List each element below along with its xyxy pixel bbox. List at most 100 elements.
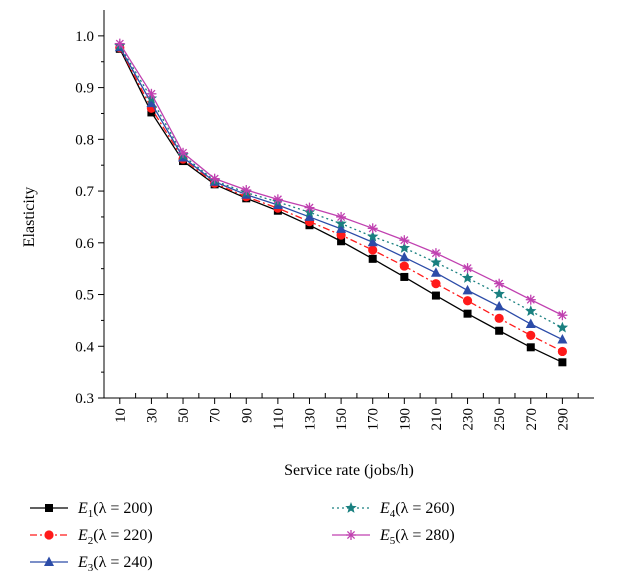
legend-label-main: E [77,554,88,571]
data-point [367,223,378,234]
x-tick-label: 190 [397,408,413,431]
data-point [337,237,346,246]
data-point [462,296,473,306]
data-point [368,254,377,263]
data-point [463,309,472,318]
x-tick-label: 250 [492,408,508,431]
x-tick-label: 10 [113,408,129,423]
x-tick-label: 70 [208,408,224,423]
y-tick-label: 0.3 [75,391,94,407]
data-point [430,248,441,259]
y-axis-label: Elasticity [21,187,38,247]
series-e3 [114,41,568,344]
data-point [461,271,474,283]
data-point [495,326,504,335]
data-point [430,256,442,268]
data-point [399,251,410,262]
data-point [462,263,473,274]
series-e5 [114,38,568,321]
legend-marker [345,502,357,513]
data-point [367,230,379,242]
legend-item-e4: E4(λ = 260) [332,500,455,520]
data-point [494,300,505,311]
x-tick-label: 50 [176,408,192,423]
data-point [368,245,378,255]
legend-label-sub: 3 [88,562,94,574]
data-point [336,223,347,233]
legend-label-main: E [379,500,390,517]
legend-label-sub: 5 [390,535,396,547]
legend-label-rest: (λ = 260) [395,500,454,517]
series-line [119,45,563,329]
data-point [525,305,537,316]
legend-marker [346,530,356,540]
data-point [114,38,125,49]
data-point [462,284,473,295]
data-point [209,173,220,184]
data-point [494,278,505,289]
legend-label-rest: (λ = 240) [93,554,152,571]
legend-label-rest: (λ = 280) [395,527,454,544]
x-tick-label: 130 [302,408,318,431]
legend-label: E2(λ = 220) [77,527,153,547]
data-point [525,318,536,329]
data-point [557,310,568,321]
data-point [304,202,315,213]
y-tick-label: 1.0 [75,29,94,45]
data-point [146,88,157,99]
x-tick-label: 290 [555,408,571,431]
legend-item-e5: E5(λ = 280) [332,527,455,547]
series-line [119,46,563,341]
legend-item-e1: E1(λ = 200) [30,500,153,520]
data-point [557,346,567,357]
legend-label: E1(λ = 200) [77,500,153,520]
legend-label: E3(λ = 240) [77,554,153,574]
legend-label-sub: 1 [88,508,94,520]
legend-marker [44,556,54,566]
legend-item-e3: E3(λ = 240) [30,554,153,574]
y-tick-label: 0.8 [75,132,94,148]
x-tick-label: 30 [144,408,160,423]
x-axis-label: Service rate (jobs/h) [284,462,414,479]
data-point [558,358,567,367]
legend-label-sub: 4 [390,508,396,520]
y-tick-label: 0.5 [75,288,94,304]
data-point [526,343,535,352]
x-tick-label: 110 [271,408,287,430]
series-e4 [114,39,569,333]
x-tick-label: 270 [524,408,540,431]
series-line [119,47,563,353]
data-point [241,185,252,196]
series-layer [114,38,569,367]
x-tick-label: 210 [429,408,445,431]
legend-label-rest: (λ = 200) [93,500,152,517]
series-line [119,43,563,316]
data-point [399,235,410,246]
data-point [398,241,411,253]
data-point [430,267,441,277]
x-tick-label: 170 [366,408,382,431]
legend-label-rest: (λ = 220) [93,527,152,544]
data-point [557,334,568,344]
data-point [178,147,189,158]
data-point [336,211,347,222]
data-point [431,291,440,300]
data-point [556,321,569,333]
x-tick-label: 230 [461,408,477,431]
data-point [400,272,409,281]
axes: 0.3 0.4 0.5 0.6 0.7 0.8 0.9 1.0 10 30 50 70 90 110 130… [75,10,594,431]
y-tick-label: 0.7 [75,184,94,200]
x-tick-label: 150 [334,408,350,431]
data-point [272,194,283,205]
data-point [335,217,347,229]
data-point [494,313,504,323]
legend-label-sub: 2 [88,535,94,547]
legend-marker [45,504,53,512]
data-point [304,211,315,221]
data-point [431,279,441,289]
data-point [146,97,157,108]
legend-label: E5(λ = 280) [379,527,455,547]
legend: E1(λ = 200)E2(λ = 220)E3(λ = 240)E4(λ = … [30,500,455,574]
data-point [367,236,378,247]
